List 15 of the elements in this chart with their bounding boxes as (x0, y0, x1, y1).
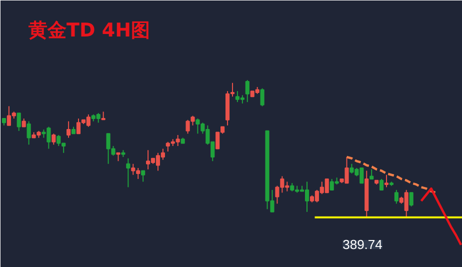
candlestick (126, 158, 130, 188)
candlestick (52, 133, 56, 146)
candlestick (141, 170, 146, 182)
text: 389.74 (342, 237, 382, 252)
candlestick (370, 168, 374, 180)
candlestick (384, 174, 389, 188)
candlestick (394, 189, 398, 204)
candlestick (245, 80, 250, 103)
candlestick (379, 178, 384, 190)
candlestick (16, 112, 21, 132)
candlestick (66, 120, 71, 138)
candlestick (26, 120, 31, 146)
chart-title: 黄金TD 4H图 (28, 20, 150, 42)
candlestick (409, 192, 414, 207)
candlestick (260, 88, 264, 107)
